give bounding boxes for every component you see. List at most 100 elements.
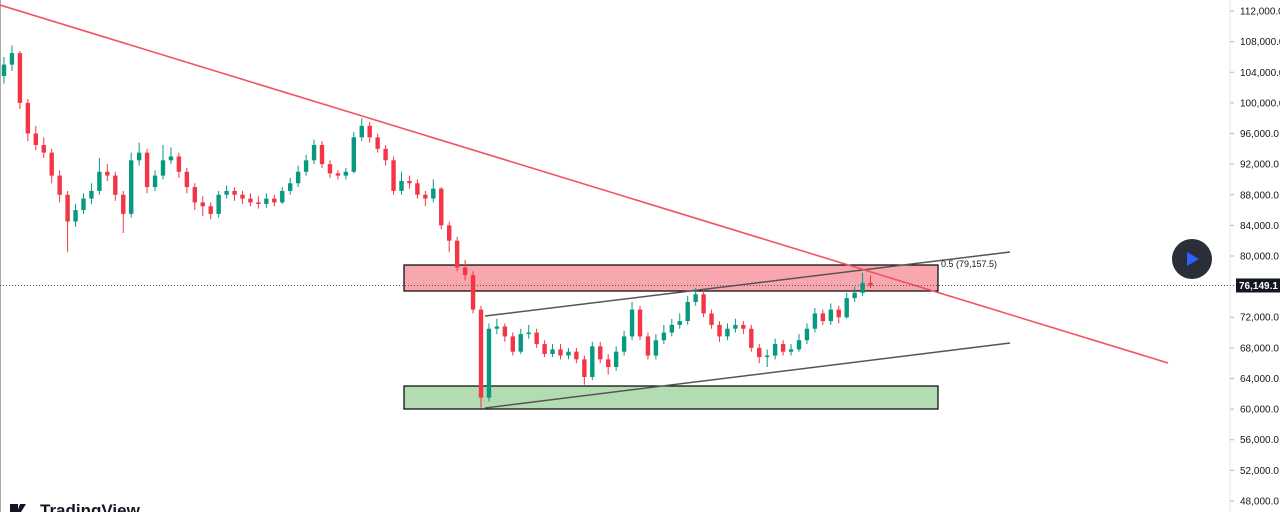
play-icon[interactable] xyxy=(1187,252,1199,266)
candle-body xyxy=(407,180,412,184)
candles xyxy=(1,45,873,408)
candle-body xyxy=(812,313,818,329)
support-zone xyxy=(403,385,939,410)
candle-body xyxy=(621,336,627,352)
candle-body xyxy=(129,160,134,214)
candle-body xyxy=(256,202,261,204)
candle-body xyxy=(709,313,714,325)
y-tick-label: 56,000.0 xyxy=(1240,435,1279,446)
candle-body xyxy=(447,225,452,241)
y-tick-label: 84,000.0 xyxy=(1240,221,1279,232)
candle-body xyxy=(566,351,571,356)
y-tick-label: 52,000.0 xyxy=(1240,466,1279,477)
candle-body xyxy=(542,344,547,354)
candle-body xyxy=(788,349,794,352)
channel-upper xyxy=(484,251,1011,317)
candle-body xyxy=(200,202,205,207)
candle-body xyxy=(136,152,142,161)
candle-body xyxy=(192,187,197,203)
candle-body xyxy=(383,148,388,161)
candle-body xyxy=(160,160,166,176)
candle-body xyxy=(772,344,778,356)
y-tick-label: 80,000.0 xyxy=(1240,252,1279,263)
y-tick-label: 60,000.0 xyxy=(1240,405,1279,416)
y-tick-label: 108,000.0 xyxy=(1240,37,1280,48)
candle-body xyxy=(454,240,460,268)
candle-body xyxy=(629,309,635,337)
candle-body xyxy=(645,336,651,356)
candle-body xyxy=(661,332,667,341)
candle-body xyxy=(685,301,690,322)
candle-body xyxy=(741,324,746,329)
candle-body xyxy=(796,340,802,350)
candle-body xyxy=(272,198,277,203)
candle-body xyxy=(574,351,579,360)
candle-body xyxy=(470,275,476,310)
candle-body xyxy=(502,326,508,337)
candle-body xyxy=(613,351,619,368)
candle-body xyxy=(1,64,7,77)
candle-body xyxy=(598,346,603,360)
candle-body xyxy=(335,173,341,176)
candle-body xyxy=(868,282,873,286)
candle-body xyxy=(216,194,221,214)
candle-body xyxy=(749,328,754,348)
y-tick-label: 104,000.0 xyxy=(1240,68,1280,79)
last-price-box xyxy=(1236,278,1280,293)
candle-body xyxy=(510,336,515,352)
candle-body xyxy=(804,328,810,341)
candle-body xyxy=(550,349,555,354)
candle-body xyxy=(240,194,245,199)
candle-body xyxy=(844,298,849,318)
logo-mark xyxy=(10,504,26,512)
candle-body xyxy=(677,321,682,325)
candle-body xyxy=(725,328,730,337)
resistance-zone xyxy=(403,264,939,292)
candle-body xyxy=(208,206,213,214)
candle-body xyxy=(534,332,539,345)
candle-body xyxy=(303,160,309,172)
trendline xyxy=(0,4,1169,364)
candle-body xyxy=(439,188,444,226)
candle-body xyxy=(462,267,468,276)
candle-body xyxy=(248,198,253,203)
channel-lower xyxy=(484,342,1011,409)
candle-body xyxy=(97,171,102,191)
candle-body xyxy=(828,309,833,322)
candle-body xyxy=(820,313,826,322)
candle-body xyxy=(399,180,404,191)
y-tick-label: 96,000.0 xyxy=(1240,129,1279,140)
candle-body xyxy=(669,324,674,333)
candle-body xyxy=(526,332,531,335)
candle-body xyxy=(224,190,229,195)
candle-body xyxy=(168,156,174,161)
candle-body xyxy=(582,359,587,377)
candle-body xyxy=(311,144,317,161)
candle-body xyxy=(733,324,738,329)
candle-body xyxy=(89,190,94,199)
candle-body xyxy=(152,175,158,188)
y-tick-label: 88,000.0 xyxy=(1240,190,1279,201)
y-tick-label: 72,000.0 xyxy=(1240,313,1279,324)
candle-body xyxy=(41,144,46,153)
candle-body xyxy=(860,282,865,293)
candle-body xyxy=(113,175,118,195)
candle-body xyxy=(9,53,15,65)
candle-body xyxy=(717,324,722,337)
candle-body xyxy=(295,171,301,184)
candle-body xyxy=(176,156,182,172)
candle-body xyxy=(518,334,523,352)
candle-body xyxy=(757,347,762,358)
candle-body xyxy=(25,102,31,134)
candle-body xyxy=(280,190,285,203)
candle-body xyxy=(558,349,563,356)
y-tick-label: 64,000.0 xyxy=(1240,374,1279,385)
candle-body xyxy=(288,183,293,191)
candle-body xyxy=(431,188,436,199)
candle-body xyxy=(701,294,706,314)
candle-body xyxy=(73,210,78,222)
candle-body xyxy=(184,171,190,188)
candle-body xyxy=(144,152,150,188)
candle-body xyxy=(606,359,611,368)
